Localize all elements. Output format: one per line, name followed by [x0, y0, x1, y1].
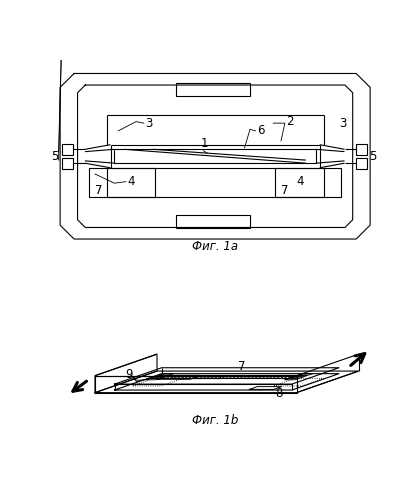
Text: 3: 3: [339, 116, 347, 130]
Bar: [89, 168, 155, 197]
Text: 9: 9: [125, 368, 133, 380]
Bar: [176, 83, 250, 96]
Text: 3: 3: [145, 116, 153, 130]
Text: Фиг. 1b: Фиг. 1b: [192, 414, 238, 427]
Bar: [356, 158, 367, 168]
Text: 4: 4: [127, 175, 135, 188]
Bar: [62, 144, 73, 154]
Text: 5: 5: [51, 150, 58, 163]
Text: 4: 4: [297, 175, 304, 188]
Text: 6: 6: [257, 124, 264, 138]
Text: 7: 7: [281, 184, 289, 198]
Text: 8: 8: [275, 386, 283, 400]
Text: 1: 1: [201, 137, 208, 150]
Text: 2: 2: [287, 115, 294, 128]
Text: 7: 7: [95, 184, 103, 198]
Bar: [356, 144, 367, 154]
Bar: [176, 215, 250, 228]
Bar: [275, 168, 341, 197]
Bar: [62, 158, 73, 168]
Text: 5: 5: [369, 150, 376, 163]
Text: 7: 7: [238, 360, 245, 373]
Text: Фиг. 1a: Фиг. 1a: [192, 240, 238, 253]
